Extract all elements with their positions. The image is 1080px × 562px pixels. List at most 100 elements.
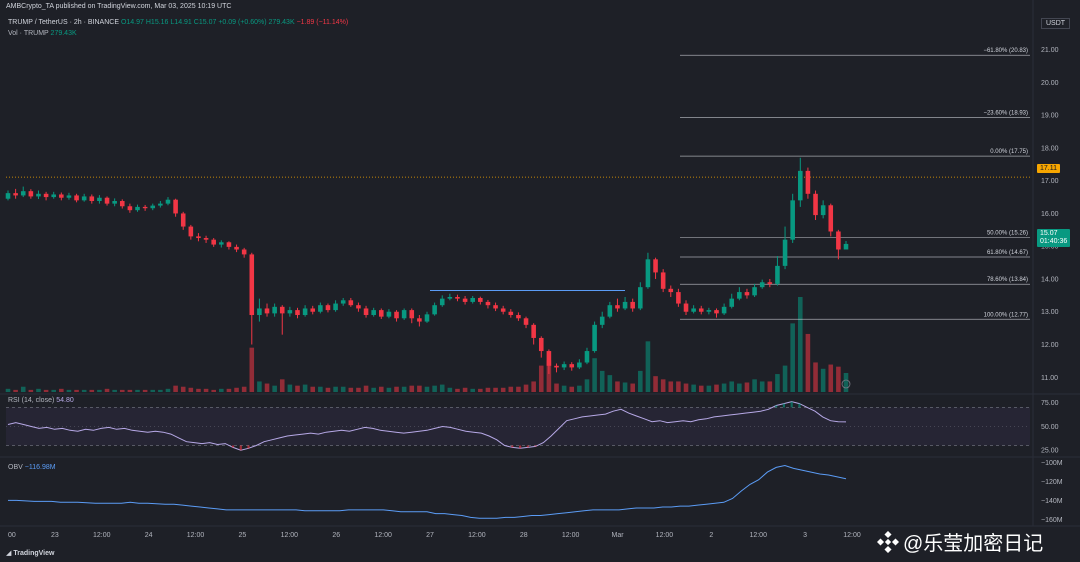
volume-bar xyxy=(394,386,399,392)
obv-tick-label: −140M xyxy=(1041,498,1063,505)
volume-bar xyxy=(325,387,331,392)
candle-body xyxy=(13,193,18,196)
volume-bar xyxy=(257,381,262,392)
volume-bar xyxy=(417,385,422,392)
candle-body xyxy=(737,292,742,299)
candle-body xyxy=(721,306,727,314)
price-tick-label: 20.00 xyxy=(1041,80,1059,87)
volume-bar xyxy=(584,379,590,392)
candle-body xyxy=(424,314,430,322)
candle-body xyxy=(20,191,26,196)
currency-selector[interactable]: USDT xyxy=(1041,18,1071,29)
candle-body xyxy=(97,197,102,202)
obv-name: OBV xyxy=(8,464,23,471)
volume-bar xyxy=(142,389,148,392)
time-tick-label: 12:00 xyxy=(187,532,205,539)
candle-body xyxy=(142,206,148,209)
price-tick-label: 14.00 xyxy=(1041,276,1059,283)
volume-bar xyxy=(462,387,468,392)
candle-body xyxy=(272,306,277,314)
volume-bar xyxy=(318,386,323,392)
price-tick-label: 15.00 xyxy=(1041,244,1059,251)
price-tick-label: 17.00 xyxy=(1041,178,1059,185)
candle-body xyxy=(219,242,224,245)
rsi-name: RSI (14, close) xyxy=(8,397,55,404)
candle-body xyxy=(820,205,826,216)
volume-bar xyxy=(74,389,79,392)
volume-bar xyxy=(356,387,361,392)
candle-body xyxy=(828,205,834,232)
volume-bar xyxy=(119,389,125,392)
candle-body xyxy=(470,297,475,302)
candle-body xyxy=(554,365,559,368)
candle-body xyxy=(379,310,384,317)
volume-bar xyxy=(43,389,49,392)
volume-bar xyxy=(127,389,133,392)
volume-bar xyxy=(333,386,338,392)
time-tick-label: 26 xyxy=(332,532,340,539)
volume-bar xyxy=(287,384,293,392)
volume-bar xyxy=(97,389,102,392)
volume-bar xyxy=(698,385,704,392)
volume-bar xyxy=(790,323,795,392)
time-tick-label: 3 xyxy=(803,532,807,539)
volume-bar xyxy=(516,386,521,392)
candle-body xyxy=(188,226,194,237)
volume-bar xyxy=(798,297,803,392)
volume-bar xyxy=(752,379,757,392)
candle-body xyxy=(295,310,300,316)
volume-bar xyxy=(36,388,41,392)
time-tick-label: 23 xyxy=(51,532,59,539)
level-price-badge: 17.11 xyxy=(1037,164,1060,173)
candle-body xyxy=(279,306,285,314)
volume-legend-label[interactable]: Vol · TRUMP xyxy=(8,30,49,37)
candle-body xyxy=(561,364,567,368)
candle-body xyxy=(516,315,521,319)
candle-body xyxy=(203,238,209,240)
volume-bar xyxy=(721,383,727,392)
watermark-text: @乐莹加密日记 xyxy=(903,533,1044,555)
candle-body xyxy=(455,296,460,299)
volume-bar xyxy=(836,366,841,392)
volume-bar xyxy=(180,386,186,392)
volume-bar xyxy=(59,388,64,392)
volume-bar xyxy=(241,386,247,392)
volume-bar xyxy=(767,381,773,392)
volume-bar xyxy=(20,386,26,392)
volume-bar xyxy=(272,385,277,392)
candle-body xyxy=(249,254,255,316)
tradingview-logo[interactable]: ◢ TradingView xyxy=(6,549,54,557)
volume-bar xyxy=(813,362,818,392)
candle-body xyxy=(714,310,719,314)
time-tick-label: 12:00 xyxy=(374,532,392,539)
volume-bar xyxy=(104,388,110,392)
candle-body xyxy=(264,308,270,314)
time-tick-label: 2 xyxy=(709,532,713,539)
volume-bar xyxy=(683,383,689,392)
candle-body xyxy=(89,196,95,202)
volume-bar xyxy=(219,388,224,392)
obv-tick-label: −120M xyxy=(1041,479,1063,486)
candle-body xyxy=(462,298,468,302)
volume-bar xyxy=(645,341,651,392)
time-tick-label: 12:00 xyxy=(93,532,111,539)
symbol-name[interactable]: TRUMP / TetherUS · 2h · BINANCE xyxy=(8,19,119,26)
candle-body xyxy=(356,305,361,309)
volume-bar xyxy=(13,389,18,392)
volume-bar xyxy=(279,379,285,392)
fib-level-label: 61.80% (14.67) xyxy=(987,250,1028,256)
time-tick-label: 12:00 xyxy=(843,532,861,539)
volume-bar xyxy=(554,383,559,392)
rsi-legend[interactable]: RSI (14, close) 54.80 xyxy=(8,397,74,404)
candle-body xyxy=(348,300,354,306)
obv-legend[interactable]: OBV −116.98M xyxy=(8,464,56,471)
watermark: @乐莹加密日记 xyxy=(876,527,1044,556)
volume-bar xyxy=(615,381,620,392)
volume-bar xyxy=(508,386,514,392)
candle-body xyxy=(417,318,422,322)
candle-body xyxy=(333,303,338,311)
time-tick-label: 25 xyxy=(239,532,247,539)
ohlc-low: L14.91 xyxy=(170,19,192,26)
candle-body xyxy=(165,199,171,204)
